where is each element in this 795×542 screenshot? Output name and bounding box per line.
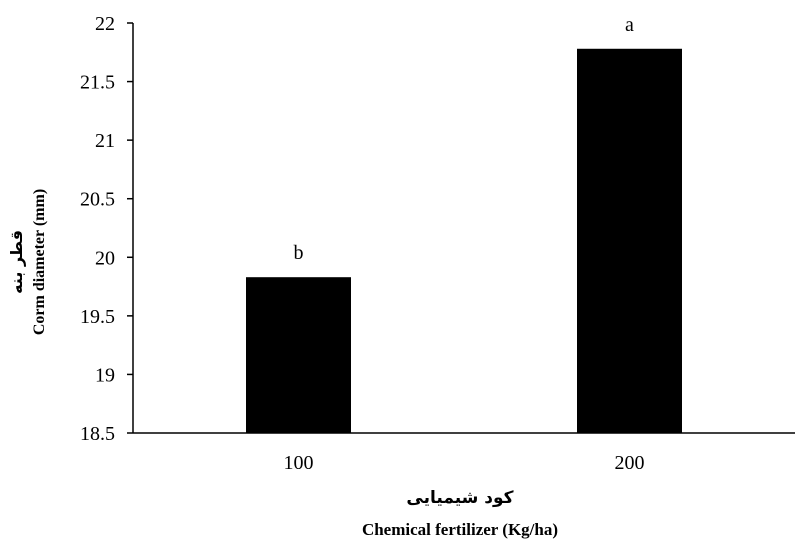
- x-tick-label: 100: [284, 452, 314, 474]
- x-axis-label-persian: کود شیمیایی: [406, 488, 513, 508]
- x-tick-label: 200: [615, 452, 645, 474]
- bar-100: [246, 277, 351, 433]
- y-tick-label: 20.5: [80, 189, 115, 211]
- bar-data-label: a: [625, 14, 634, 36]
- x-axis-ticks: 100 200: [284, 452, 645, 474]
- bar-200: [577, 48, 682, 434]
- y-tick-label: 21: [95, 130, 115, 152]
- y-tick-label: 20: [95, 247, 115, 269]
- bars: [246, 48, 682, 434]
- y-tick-label: 22: [95, 13, 115, 35]
- y-axis-label-persian: قطر بنه: [7, 230, 26, 294]
- y-tick-label: 18.5: [80, 423, 115, 445]
- bar-data-label: b: [294, 242, 304, 264]
- y-tick-label: 19: [95, 364, 115, 386]
- y-axis-label-english: Corm diameter (mm): [31, 189, 48, 335]
- x-axis-label-english: Chemical fertilizer (Kg/ha): [362, 520, 558, 539]
- y-axis-ticks: 18.5 19 19.5 20 20.5 21 21.5 22: [80, 13, 133, 445]
- y-tick-label: 19.5: [80, 306, 115, 328]
- bar-data-labels: ba: [294, 14, 635, 264]
- y-tick-label: 21.5: [80, 72, 115, 94]
